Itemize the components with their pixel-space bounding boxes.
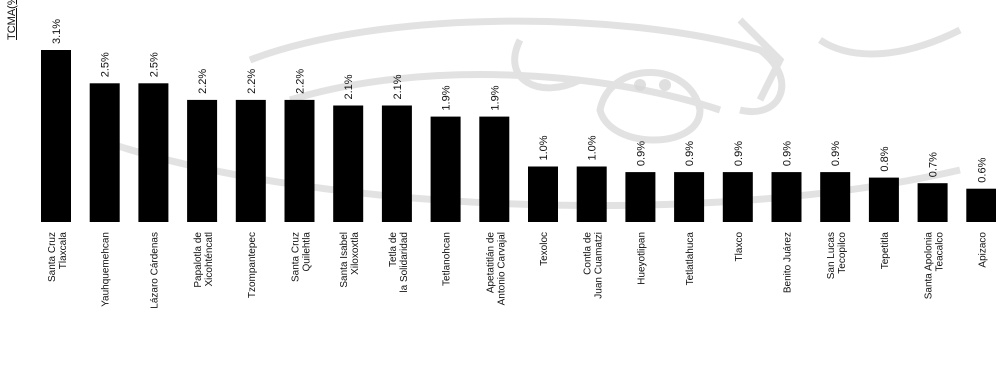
bar [528, 166, 558, 222]
data-label: 0.9% [635, 141, 647, 166]
category-label: Lázaro Cárdenas [149, 232, 160, 309]
category-label: San LucasTecopilco [826, 232, 848, 280]
bar [284, 99, 315, 222]
category-label: Tzompantepec [247, 232, 258, 298]
bar [820, 172, 851, 222]
category-label: Hueyotlipan [636, 232, 647, 285]
data-label: 1.9% [441, 85, 453, 110]
data-label: 0.8% [879, 146, 891, 171]
bar [576, 166, 607, 222]
data-label: 3.1% [51, 19, 63, 44]
bar [187, 99, 218, 222]
category-label: Santa CruzTlaxcala [47, 232, 69, 282]
bar [868, 177, 899, 222]
data-label: 0.9% [830, 141, 842, 166]
category-label: Apetatitlán deAntonio Carvajal [485, 232, 507, 306]
data-label: 2.2% [197, 69, 209, 94]
data-label: 1.9% [489, 85, 501, 110]
bar [41, 50, 71, 222]
bar [235, 99, 266, 222]
category-label: Tlaxco [734, 232, 745, 262]
data-label: 2.5% [100, 52, 112, 77]
category-label: Santa IsabelXiloxoxtla [339, 232, 361, 288]
category-label: Tetlatlahuca [685, 232, 696, 286]
category-label: Papalotla deXicohténcatl [193, 232, 215, 288]
bar [625, 172, 656, 222]
bar [917, 183, 948, 222]
data-label: 2.1% [392, 74, 404, 99]
category-label: Tetlanohcan [442, 232, 453, 286]
category-label: Tepetitla [880, 232, 891, 270]
data-label: 0.6% [976, 157, 988, 182]
data-label: 2.5% [148, 52, 160, 77]
bar [771, 172, 802, 222]
category-label: Texoloc [539, 232, 550, 266]
category-label: Santa ApoloniaTeacalco [924, 232, 946, 300]
data-label: 1.0% [587, 135, 599, 160]
data-label: 0.9% [733, 141, 745, 166]
category-label: Contla deJuan Cuamatzi [583, 232, 605, 299]
bar [333, 105, 364, 222]
data-label: 0.9% [684, 141, 696, 166]
bar [89, 83, 120, 222]
bar [381, 105, 412, 222]
category-label: Santa CruzQuilehtla [291, 232, 313, 282]
bar [966, 188, 996, 222]
data-label: 2.1% [343, 74, 355, 99]
bar [430, 116, 461, 222]
bar [722, 172, 753, 222]
data-label: 2.2% [295, 69, 307, 94]
category-label: Tetla dela Solidaridad [388, 232, 410, 293]
data-label: 1.0% [538, 135, 550, 160]
category-label: Yauhquemehcan [101, 232, 112, 307]
data-label: 2.2% [246, 69, 258, 94]
bar [674, 172, 705, 222]
category-label: Benito Juárez [783, 232, 794, 293]
bar [479, 116, 510, 222]
data-label: 0.7% [928, 152, 940, 177]
data-label: 0.9% [782, 141, 794, 166]
category-label: Apizaco [977, 232, 988, 268]
bar [138, 83, 169, 222]
